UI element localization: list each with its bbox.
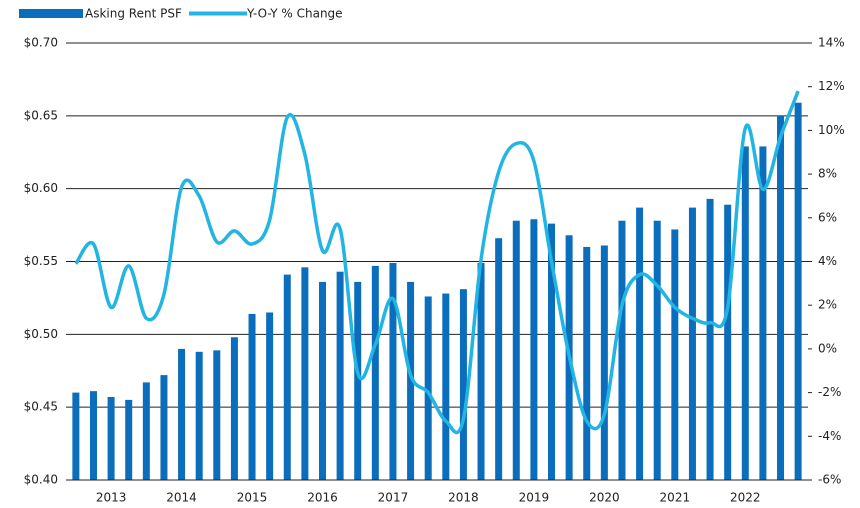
bar bbox=[495, 238, 503, 480]
bar bbox=[759, 146, 767, 480]
y2-tick-label: 4% bbox=[818, 254, 837, 268]
bar bbox=[459, 289, 467, 480]
bar bbox=[583, 246, 591, 480]
y2-tick-label: 10% bbox=[818, 123, 845, 137]
bar bbox=[248, 313, 256, 480]
x-tick-label: 2020 bbox=[589, 491, 620, 505]
bar bbox=[706, 198, 714, 480]
x-tick-label: 2021 bbox=[660, 491, 691, 505]
y2-tick-label: 14% bbox=[818, 36, 845, 50]
bar bbox=[230, 337, 238, 480]
bar bbox=[89, 391, 97, 480]
y-tick-label: $0.60 bbox=[24, 181, 58, 195]
bar bbox=[530, 219, 538, 481]
bar bbox=[512, 220, 520, 481]
y2-tick-label: 8% bbox=[818, 167, 837, 181]
bar bbox=[741, 146, 749, 480]
line bbox=[74, 90, 800, 435]
x-tick-label: 2013 bbox=[96, 491, 127, 505]
bar bbox=[724, 204, 732, 480]
bar bbox=[671, 229, 679, 480]
bar bbox=[213, 350, 221, 480]
bar bbox=[442, 293, 450, 480]
bar bbox=[600, 245, 608, 480]
bar bbox=[72, 392, 80, 480]
x-tick-label: 2018 bbox=[448, 491, 479, 505]
x-tick-label: 2014 bbox=[166, 491, 197, 505]
legend-label: Asking Rent PSF bbox=[85, 7, 182, 21]
bar bbox=[477, 262, 485, 480]
bar bbox=[424, 296, 432, 480]
bar bbox=[407, 281, 415, 480]
y-tick-label: $0.70 bbox=[24, 36, 58, 50]
legend-label: Y-O-Y % Change bbox=[246, 7, 343, 21]
x-tick-label: 2017 bbox=[378, 491, 409, 505]
x-tick-label: 2016 bbox=[307, 491, 338, 505]
bar bbox=[301, 267, 309, 480]
y2-tick-label: 0% bbox=[818, 341, 837, 355]
bar bbox=[777, 115, 785, 480]
y-tick-label: $0.65 bbox=[24, 108, 58, 122]
legend-swatch bbox=[19, 9, 83, 18]
y2-tick-label: -2% bbox=[818, 385, 841, 399]
y2-tick-label: 6% bbox=[818, 210, 837, 224]
y-tick-label: $0.55 bbox=[24, 254, 58, 268]
y-tick-label: $0.50 bbox=[24, 327, 58, 341]
bar bbox=[688, 207, 696, 480]
bar bbox=[636, 207, 644, 480]
bar bbox=[371, 265, 379, 480]
bar bbox=[336, 271, 344, 480]
bar bbox=[178, 348, 186, 480]
bar bbox=[653, 220, 661, 481]
bar bbox=[318, 281, 326, 480]
bar bbox=[794, 102, 802, 481]
bar bbox=[354, 281, 362, 480]
y2-tick-label: -6% bbox=[818, 473, 841, 487]
bar bbox=[283, 274, 291, 480]
bar bbox=[107, 396, 115, 480]
x-tick-label: 2015 bbox=[237, 491, 268, 505]
bar bbox=[618, 220, 626, 481]
y2-tick-label: -4% bbox=[818, 429, 841, 443]
bar bbox=[195, 351, 203, 480]
bar bbox=[142, 382, 150, 480]
bar bbox=[160, 375, 168, 480]
y2-tick-label: 2% bbox=[818, 298, 837, 312]
bar bbox=[548, 223, 556, 481]
bar bbox=[266, 312, 274, 480]
y2-tick-label: 12% bbox=[818, 79, 845, 93]
x-tick-label: 2022 bbox=[730, 491, 761, 505]
y-tick-label: $0.40 bbox=[24, 473, 58, 487]
y-tick-label: $0.45 bbox=[24, 400, 58, 414]
bar bbox=[125, 399, 133, 480]
x-tick-label: 2019 bbox=[519, 491, 550, 505]
bar bbox=[389, 262, 397, 480]
